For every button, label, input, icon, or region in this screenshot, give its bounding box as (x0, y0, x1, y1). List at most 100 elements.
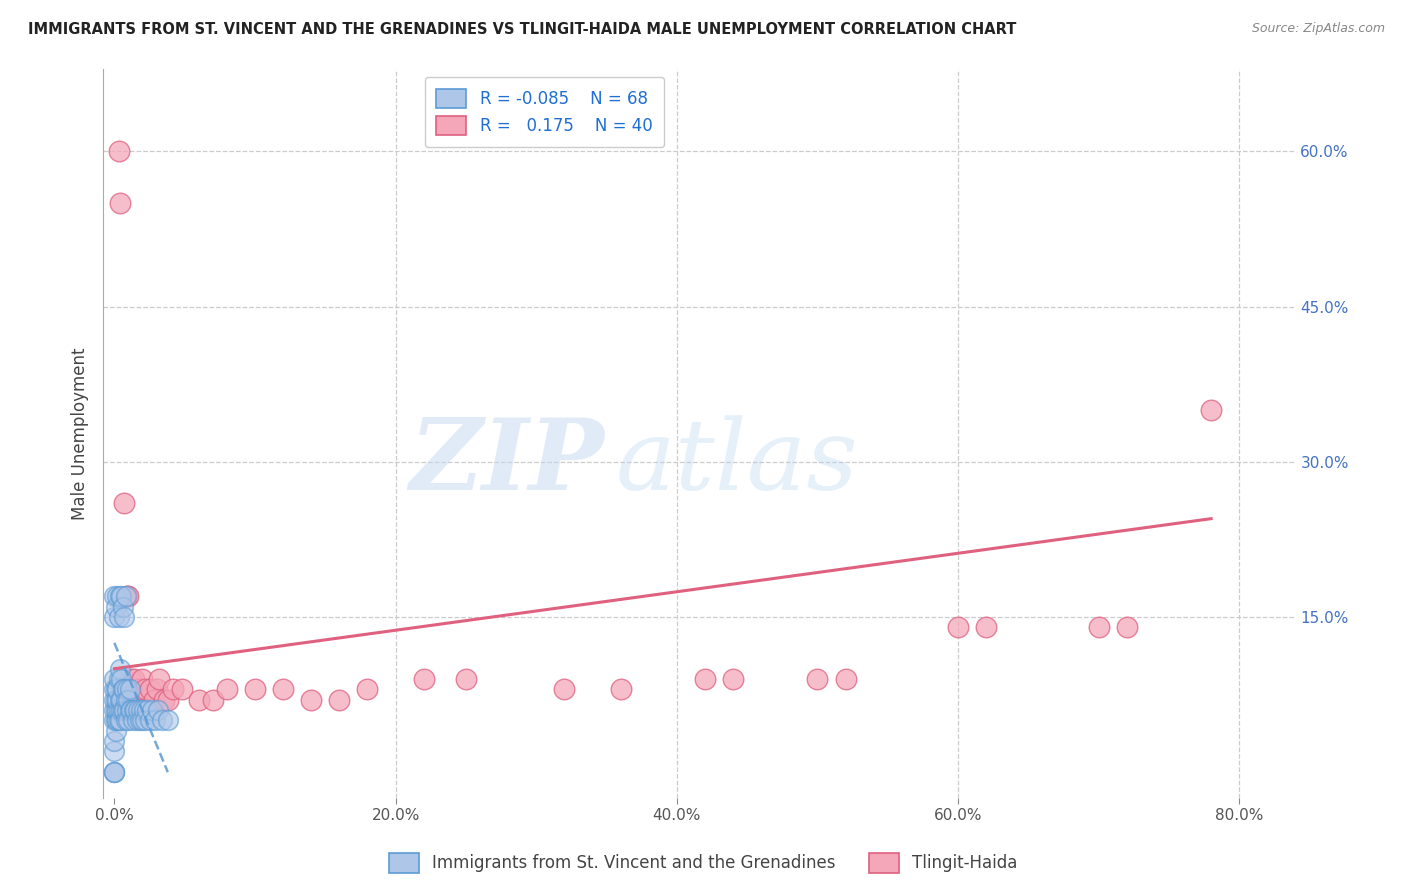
Point (108, 692, 131, 706)
Point (946, 620, 969, 634)
Point (110, 703, 132, 717)
Point (108, 196, 131, 211)
Point (104, 692, 127, 706)
Point (115, 589, 138, 603)
Point (103, 672, 125, 686)
Point (111, 599, 134, 614)
Point (1115, 620, 1137, 634)
Point (103, 765, 125, 780)
Point (201, 692, 224, 706)
Point (107, 672, 129, 686)
Point (328, 692, 350, 706)
Y-axis label: Male Unemployment: Male Unemployment (72, 347, 89, 519)
Point (187, 692, 209, 706)
Point (693, 672, 716, 686)
Point (834, 672, 856, 686)
Text: ZIP: ZIP (409, 414, 605, 511)
Point (117, 692, 139, 706)
Point (131, 672, 153, 686)
Point (112, 610, 135, 624)
Point (105, 692, 128, 706)
Point (141, 703, 163, 717)
Point (124, 703, 146, 717)
Point (117, 714, 139, 728)
Point (454, 672, 477, 686)
Point (156, 714, 179, 728)
Point (103, 765, 125, 780)
Point (107, 703, 129, 717)
Point (118, 703, 141, 717)
Legend: Immigrants from St. Vincent and the Grenadines, Tlingit-Haida: Immigrants from St. Vincent and the Gren… (382, 847, 1024, 880)
Point (103, 744, 125, 758)
Point (132, 703, 155, 717)
Point (162, 682, 184, 697)
Point (1199, 403, 1222, 417)
Point (806, 672, 828, 686)
Point (122, 703, 145, 717)
Point (170, 682, 193, 697)
Point (114, 589, 136, 603)
Point (974, 620, 997, 634)
Point (120, 672, 142, 686)
Point (105, 682, 128, 697)
Text: Source: ZipAtlas.com: Source: ZipAtlas.com (1251, 22, 1385, 36)
Point (128, 682, 150, 697)
Point (145, 682, 167, 697)
Point (108, 589, 131, 603)
Point (125, 714, 148, 728)
Point (243, 682, 266, 697)
Point (115, 682, 138, 697)
Point (412, 672, 434, 686)
Point (104, 723, 127, 738)
Text: IMMIGRANTS FROM ST. VINCENT AND THE GRENADINES VS TLINGIT-HAIDA MALE UNEMPLOYMEN: IMMIGRANTS FROM ST. VINCENT AND THE GREN… (28, 22, 1017, 37)
Point (104, 703, 127, 717)
Point (553, 682, 575, 697)
Point (138, 682, 160, 697)
Point (114, 714, 136, 728)
Point (105, 714, 128, 728)
Point (138, 714, 160, 728)
Point (1087, 620, 1109, 634)
Point (103, 682, 125, 697)
Point (121, 714, 143, 728)
Point (110, 589, 132, 603)
Point (129, 703, 152, 717)
Point (103, 734, 125, 748)
Point (105, 589, 128, 603)
Point (134, 714, 156, 728)
Point (107, 145, 129, 159)
Point (152, 692, 174, 706)
Point (118, 682, 141, 697)
Point (103, 610, 125, 624)
Point (125, 682, 148, 697)
Point (107, 610, 129, 624)
Point (112, 496, 135, 510)
Point (135, 703, 157, 717)
Point (112, 682, 135, 697)
Point (299, 692, 322, 706)
Point (127, 703, 149, 717)
Point (117, 589, 139, 603)
Point (111, 682, 134, 697)
Point (134, 682, 156, 697)
Point (104, 599, 127, 614)
Point (146, 703, 169, 717)
Point (112, 703, 135, 717)
Point (110, 672, 132, 686)
Point (609, 682, 631, 697)
Point (721, 672, 744, 686)
Point (120, 703, 142, 717)
Point (103, 589, 125, 603)
Point (271, 682, 294, 697)
Point (110, 692, 132, 706)
Point (107, 714, 129, 728)
Point (114, 692, 136, 706)
Point (111, 703, 134, 717)
Point (103, 692, 125, 706)
Point (108, 662, 131, 676)
Point (103, 703, 125, 717)
Point (150, 714, 173, 728)
Legend: R = -0.085    N = 68, R =   0.175    N = 40: R = -0.085 N = 68, R = 0.175 N = 40 (425, 77, 664, 147)
Point (103, 765, 125, 780)
Point (215, 682, 238, 697)
